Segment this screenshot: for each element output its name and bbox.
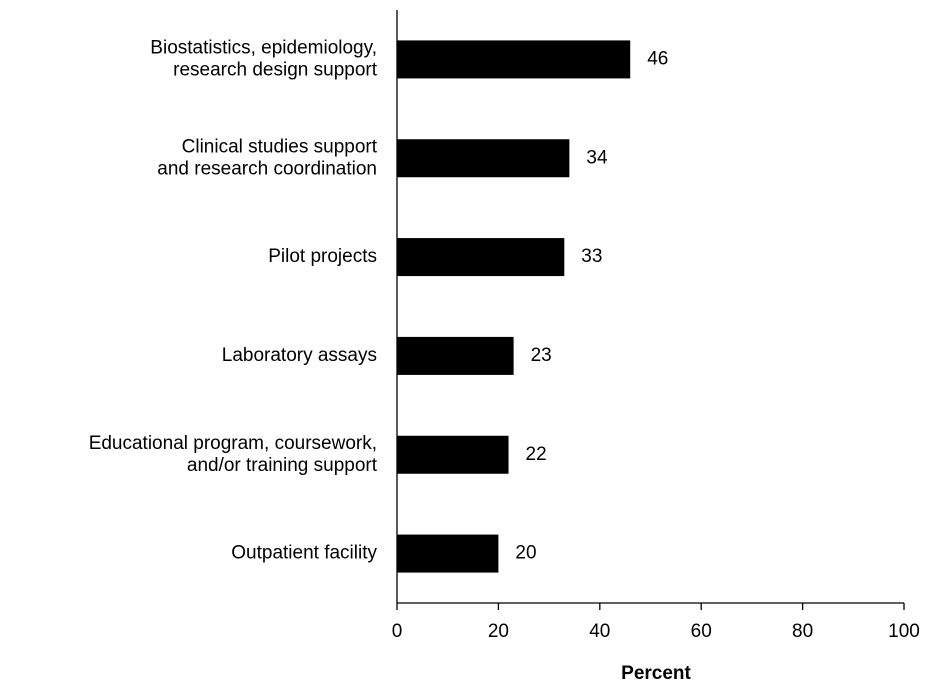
y-tick-label: Outpatient facility [231,543,377,564]
bar [397,435,509,474]
x-axis-label: Percent [621,663,691,684]
y-tick-label: Clinical studies support [182,136,378,157]
bar [397,238,565,277]
x-tick-label: 40 [589,621,610,642]
y-tick-label: Pilot projects [268,246,377,267]
y-tick-label: and research coordination [157,158,377,179]
x-tick-label: 80 [792,621,813,642]
y-tick-label: Educational program, coursework, [89,433,377,454]
x-tick-label: 20 [488,621,509,642]
y-tick-label: Biostatistics, epidemiology, [150,37,377,58]
value-label: 46 [647,48,668,69]
y-tick-label: Laboratory assays [222,345,377,366]
bar [397,139,570,178]
x-tick-label: 100 [888,621,920,642]
value-label: 20 [515,543,536,564]
y-tick-label: and/or training support [187,455,378,476]
x-tick-label: 60 [691,621,712,642]
value-label: 33 [581,246,602,267]
x-tick-label: 0 [392,621,403,642]
bar [397,534,499,573]
value-label: 34 [586,147,608,168]
bar [397,336,514,375]
bar [397,40,631,79]
value-label: 22 [526,444,547,465]
y-tick-label: research design support [173,59,378,80]
value-label: 23 [531,345,552,366]
